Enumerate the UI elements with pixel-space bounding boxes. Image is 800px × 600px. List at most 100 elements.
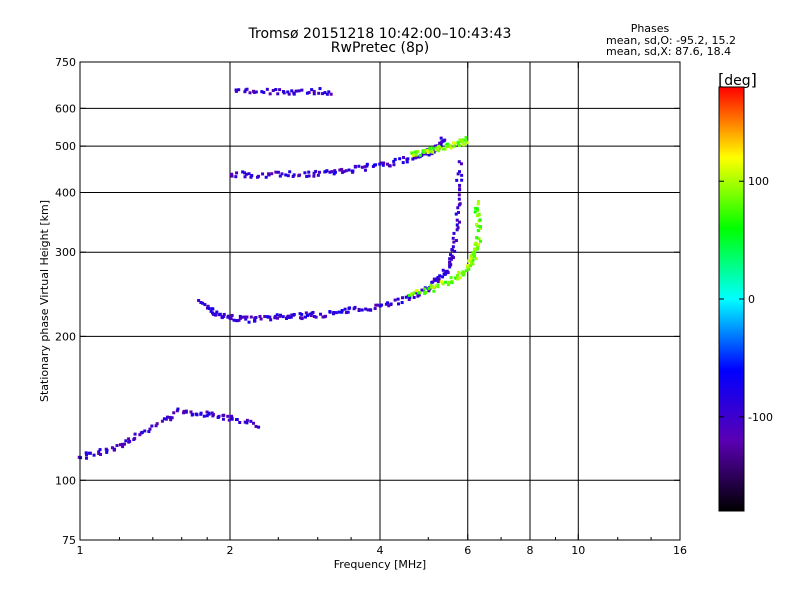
echo-point [429,149,433,153]
echo-point [436,280,440,284]
echo-point [454,212,458,216]
echo-point [364,307,368,311]
echo-point [398,157,402,161]
echo-point [118,443,122,447]
echo-point [207,307,211,311]
echo-point [110,446,114,450]
echo-point [477,237,481,241]
echo-point [244,88,248,92]
echo-point [393,298,397,302]
echo-point [455,218,459,222]
echo-point [467,267,471,271]
echo-point [175,409,179,413]
echo-point [412,295,416,299]
echo-point [140,430,144,434]
echo-point [452,144,456,148]
echo-point [312,92,316,96]
echo-point [205,306,209,310]
echo-point [458,187,462,191]
echo-point [414,291,418,295]
echo-point [427,287,431,291]
colorbar-unit: deg [724,73,751,89]
echo-point [330,170,334,174]
echo-point [280,172,284,176]
echo-point [237,88,241,92]
echo-point [247,320,251,324]
echo-point [267,172,271,176]
echo-point [199,300,203,304]
echo-point [448,144,452,148]
echo-point [392,159,396,163]
echo-point [346,310,350,314]
echo-point [170,416,174,420]
echo-point [328,170,332,174]
echo-point [226,414,230,418]
echo-point [385,162,389,166]
echo-point [138,433,142,437]
echo-point [312,171,316,175]
echo-point [133,432,137,436]
echo-point [440,147,444,151]
echo-point [243,420,247,424]
echo-point [472,247,476,251]
echo-point [353,305,357,309]
echo-point [373,307,377,311]
echo-point [248,91,252,95]
echo-point [172,411,176,415]
echo-point [472,254,476,258]
echo-point [314,315,318,319]
echo-point [286,174,290,178]
grid-lines [80,62,680,540]
echo-point [235,171,239,175]
echo-point [205,414,209,418]
echo-point [333,170,337,174]
echo-point [411,157,415,161]
echo-point [307,170,311,174]
echo-point [423,287,427,291]
echo-point [414,153,418,157]
echo-point [476,208,480,212]
echo-point [428,146,432,150]
echo-point [458,276,462,280]
echo-point [340,167,344,171]
echo-point [230,174,234,178]
y-tick-label: 400 [55,186,76,199]
echo-point [206,304,210,308]
echo-point [327,90,331,94]
echo-point [435,146,439,150]
echo-point [459,140,463,144]
echo-point [162,417,166,421]
echo-point [205,410,209,414]
echo-point [84,453,88,457]
echo-point [357,164,361,168]
echo-point [227,418,231,422]
echo-point [389,302,393,306]
echo-point [237,318,241,322]
echo-point [105,450,109,454]
echo-point [432,289,436,293]
echo-point [184,410,188,414]
echo-point [337,310,341,314]
echo-point [363,168,367,172]
echo-point [374,163,378,167]
x-tick-label: 8 [527,544,534,557]
echo-point [409,292,413,296]
echo-point [243,175,247,179]
echo-point [455,178,459,182]
echo-point [168,415,172,419]
echo-point [448,263,452,267]
phase-stats-x-mode: mean, sd,X: 87.6, 18.4 [606,45,732,58]
echo-point [268,315,272,319]
echo-point [230,414,234,418]
echo-point [473,249,477,253]
echo-point [454,276,458,280]
echo-point [133,436,137,440]
x-tick-label: 10 [571,544,585,557]
echo-point [317,170,321,174]
echo-point [216,415,220,419]
echo-point [477,213,481,217]
echo-point [467,259,471,263]
echo-point [474,206,478,210]
x-axis-label: Frequency [MHz] [334,558,426,571]
echo-point [324,314,328,318]
